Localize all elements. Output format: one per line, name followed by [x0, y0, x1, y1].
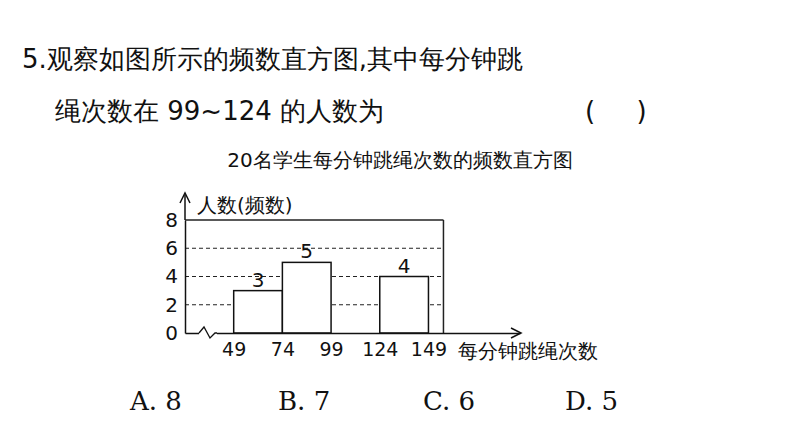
bar — [282, 262, 331, 333]
x-tick: 149 — [411, 333, 447, 360]
option: B. 7 — [278, 386, 330, 416]
y-axis-arrow-line — [184, 195, 186, 220]
x-axis-title: 每分钟跳绳次数 — [458, 339, 598, 363]
option: C. 6 — [423, 386, 475, 416]
y-axis-arrow — [180, 193, 190, 203]
frame-edge — [443, 220, 445, 333]
x-tick: 74 — [271, 333, 295, 360]
question-line: 5.观察如图所示的频数直方图,其中每分钟跳 — [22, 44, 523, 74]
y-tick: 6 — [165, 236, 185, 260]
y-tick-label: 0 — [165, 321, 178, 345]
data-labels: 3 5 4 — [252, 239, 411, 291]
grid-line — [185, 219, 443, 221]
x-tick: 99 — [319, 333, 343, 360]
y-tick-label: 8 — [165, 208, 178, 232]
canvas: 5.观察如图所示的频数直方图,其中每分钟跳绳次数在 99~124 的人数为 ( )… — [0, 0, 794, 447]
y-tick: 8 — [165, 208, 185, 232]
option: A. 8 — [129, 386, 182, 416]
grid-line — [185, 248, 443, 249]
y-tick-label: 4 — [165, 264, 178, 288]
y-tick-label: 6 — [165, 236, 178, 260]
option: D. 5 — [565, 386, 618, 416]
x-tick-label: 124 — [362, 338, 398, 360]
x-tick: 49 — [222, 333, 246, 360]
chart-title: 20名学生每分钟跳绳次数的频数直方图 — [227, 148, 572, 172]
x-axis-arrow — [511, 328, 521, 338]
data-label: 3 — [252, 268, 265, 292]
axis-break — [199, 327, 217, 338]
grid — [185, 220, 443, 333]
y-axis-title: 人数(频数) — [197, 193, 293, 217]
data-label: 5 — [300, 239, 313, 263]
y-tick: 2 — [165, 293, 185, 317]
bar — [380, 277, 429, 334]
y-tick: 0 — [165, 321, 185, 345]
y-tick-label: 2 — [165, 293, 178, 317]
x-axis-line — [186, 333, 521, 335]
y-axis: 0 2 4 6 8 — [165, 208, 185, 345]
data-label: 4 — [398, 254, 411, 278]
axis-break-bg — [199, 325, 217, 339]
bar — [234, 291, 283, 333]
question-line: 绳次数在 99~124 的人数为 — [55, 96, 384, 126]
x-tick-label: 49 — [222, 338, 246, 360]
x-tick-label: 149 — [411, 338, 447, 360]
y-tick: 4 — [165, 264, 185, 288]
answer-blank: ( ) — [585, 96, 647, 126]
y-axis-line — [185, 221, 187, 334]
x-tick-label: 99 — [319, 338, 343, 360]
x-tick: 124 — [362, 333, 398, 360]
x-tick-label: 74 — [271, 338, 295, 360]
